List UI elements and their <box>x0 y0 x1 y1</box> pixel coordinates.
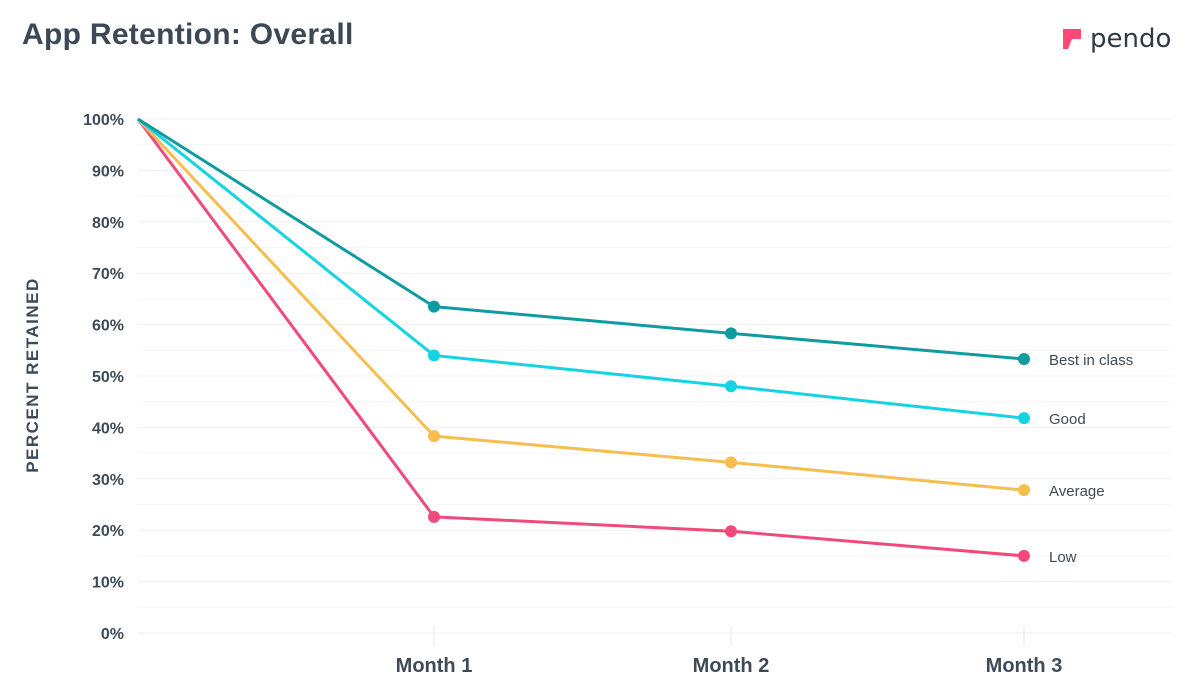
grid-lines <box>138 118 1172 634</box>
x-tick-label: Month 2 <box>693 655 770 677</box>
y-tick-label: 90% <box>92 163 124 180</box>
series-label: Good <box>1049 411 1086 428</box>
series-line <box>136 118 1025 558</box>
y-tick-label: 70% <box>92 266 124 283</box>
data-point <box>725 327 737 340</box>
series-lines <box>136 117 1030 562</box>
y-tick-label: 100% <box>83 112 124 129</box>
brand-name: pendo <box>1090 24 1172 54</box>
series-line <box>137 117 1025 420</box>
series-label: Average <box>1049 483 1105 500</box>
x-tick-label: Month 3 <box>986 655 1063 677</box>
data-point <box>725 456 737 469</box>
y-tick-labels: 0% 10% 20% 30% 40% 50% 60% 70% 80% 90% 100% <box>83 112 124 643</box>
y-tick-label: 40% <box>92 420 124 437</box>
data-point <box>725 380 737 393</box>
x-tick-labels: Month 1 Month 2 Month 3 <box>396 655 1063 677</box>
data-point <box>1018 549 1030 562</box>
pendo-logo-icon <box>1063 29 1081 49</box>
x-tick-marks <box>433 626 1025 646</box>
y-tick-label: 50% <box>92 369 124 386</box>
data-point <box>428 349 440 362</box>
series-line <box>136 117 1025 492</box>
page-title: App Retention: Overall <box>22 18 354 51</box>
series-labels: Best in class Good Average Low <box>1049 352 1133 566</box>
y-tick-label: 20% <box>92 523 124 540</box>
brand-logo: pendo <box>1060 24 1171 54</box>
y-tick-label: 80% <box>92 215 124 232</box>
data-point <box>1018 484 1030 497</box>
data-point <box>1018 412 1030 425</box>
y-tick-label: 0% <box>101 626 124 643</box>
series-line <box>137 117 1025 361</box>
series-label: Best in class <box>1049 352 1133 369</box>
y-axis-label: PERCENT RETAINED <box>23 277 42 473</box>
data-point <box>428 300 440 313</box>
series-label: Low <box>1049 549 1077 566</box>
y-tick-label: 30% <box>92 472 124 489</box>
x-tick-label: Month 1 <box>396 655 473 677</box>
data-point <box>1018 353 1030 366</box>
data-point <box>428 430 440 443</box>
y-tick-label: 60% <box>92 318 124 335</box>
data-point <box>428 510 440 523</box>
data-point <box>725 525 737 538</box>
y-tick-label: 10% <box>92 575 124 592</box>
